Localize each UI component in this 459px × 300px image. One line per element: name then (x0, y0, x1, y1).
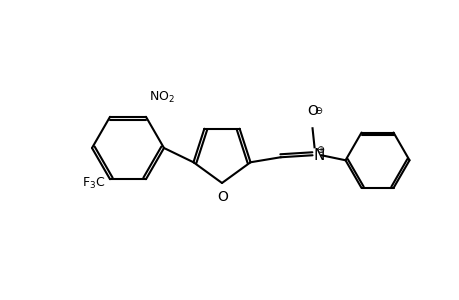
Text: F$_3$C: F$_3$C (81, 176, 105, 191)
Text: O: O (217, 190, 228, 204)
Text: $\oplus$: $\oplus$ (315, 144, 325, 155)
Text: O: O (307, 104, 317, 118)
Text: $\ominus$: $\ominus$ (313, 105, 323, 116)
Text: NO$_2$: NO$_2$ (149, 90, 174, 105)
Text: N: N (313, 148, 324, 163)
